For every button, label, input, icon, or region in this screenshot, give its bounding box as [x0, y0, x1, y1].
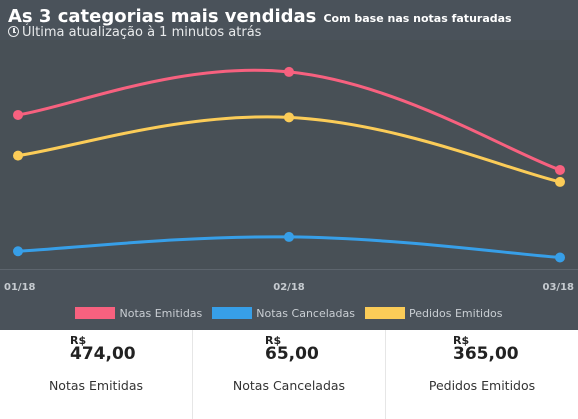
- x-tick-label: 01/18: [4, 282, 36, 293]
- legend-label: Notas Canceladas: [256, 306, 355, 320]
- stats-row: R$ 474,00 Notas Emitidas R$ 65,00 Notas …: [0, 330, 578, 419]
- stat-value: 65,00: [265, 344, 319, 364]
- chart-legend: Notas Emitidas Notas Canceladas Pedidos …: [0, 300, 578, 326]
- data-point[interactable]: [555, 164, 565, 175]
- stat-label: Pedidos Emitidos: [428, 378, 536, 393]
- stat-notas-emitidas: R$ 474,00 Notas Emitidas: [0, 330, 192, 419]
- x-tick-label: 02/18: [273, 282, 305, 293]
- legend-label: Notas Emitidas: [119, 306, 203, 320]
- data-point[interactable]: [13, 109, 23, 120]
- legend-item-pedidos-emitidos[interactable]: Pedidos Emitidos: [364, 306, 503, 320]
- stat-notas-canceladas: R$ 65,00 Notas Canceladas: [192, 330, 385, 419]
- data-point[interactable]: [284, 112, 294, 123]
- title-row: As 3 categorias mais vendidas Com base n…: [8, 6, 512, 27]
- stat-currency: R$: [453, 334, 470, 347]
- last-updated: Última atualização à 1 minutos atrás: [8, 25, 261, 40]
- data-point[interactable]: [284, 231, 294, 242]
- data-point[interactable]: [284, 66, 294, 77]
- stat-value: 365,00: [453, 344, 519, 364]
- stat-label: Notas Emitidas: [48, 378, 144, 393]
- stat-currency: R$: [265, 334, 282, 347]
- data-point[interactable]: [13, 150, 23, 161]
- data-point[interactable]: [555, 252, 565, 263]
- line-chart: 01/18 02/18 03/18: [0, 40, 578, 293]
- legend-swatch: [75, 307, 116, 319]
- chart-title: As 3 categorias mais vendidas: [8, 6, 317, 27]
- legend-item-notas-emitidas[interactable]: Notas Emitidas: [75, 307, 202, 320]
- stat-value: 474,00: [70, 344, 136, 364]
- legend-item-notas-canceladas[interactable]: Notas Canceladas: [212, 307, 355, 320]
- stat-label: Notas Canceladas: [232, 378, 346, 393]
- last-updated-text: Última atualização à 1 minutos atrás: [22, 25, 262, 40]
- x-tick-label: 03/18: [543, 282, 575, 293]
- stat-pedidos-emitidos: R$ 365,00 Pedidos Emitidos: [385, 330, 578, 419]
- legend-label: Pedidos Emitidos: [408, 306, 503, 320]
- legend-swatch: [212, 307, 253, 319]
- clock-icon: [8, 26, 19, 37]
- data-point[interactable]: [13, 246, 23, 257]
- stat-currency: R$: [70, 334, 87, 347]
- chart-subtitle: Com base nas notas faturadas: [323, 12, 512, 25]
- legend-swatch: [364, 307, 405, 319]
- data-point[interactable]: [555, 176, 565, 187]
- plot-area: [0, 40, 578, 269]
